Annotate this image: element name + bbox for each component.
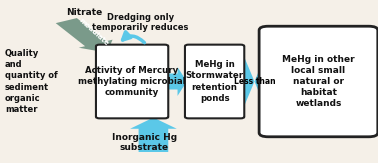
FancyBboxPatch shape [185,45,244,118]
Text: modulate: modulate [78,17,110,47]
Text: Inorganic Hg
substrate: Inorganic Hg substrate [112,133,177,152]
Polygon shape [130,118,177,152]
Polygon shape [167,67,187,96]
Polygon shape [254,53,266,110]
Text: Quality
and
quantity of
sediment
organic
matter: Quality and quantity of sediment organic… [5,49,58,114]
Polygon shape [242,53,254,110]
Text: Dredging only
temporarily reduces: Dredging only temporarily reduces [92,13,189,32]
Text: MeHg in
Stormwater
retention
ponds: MeHg in Stormwater retention ponds [186,60,244,103]
Text: Activity of Mercury
methylating microbial
community: Activity of Mercury methylating microbia… [78,66,186,97]
Text: Nitrate: Nitrate [66,8,102,17]
Text: Less than: Less than [234,77,275,86]
Text: MeHg in other
local small
natural or
habitat
wetlands: MeHg in other local small natural or hab… [282,55,355,108]
Polygon shape [56,18,113,53]
FancyBboxPatch shape [96,45,168,118]
FancyBboxPatch shape [259,26,378,137]
